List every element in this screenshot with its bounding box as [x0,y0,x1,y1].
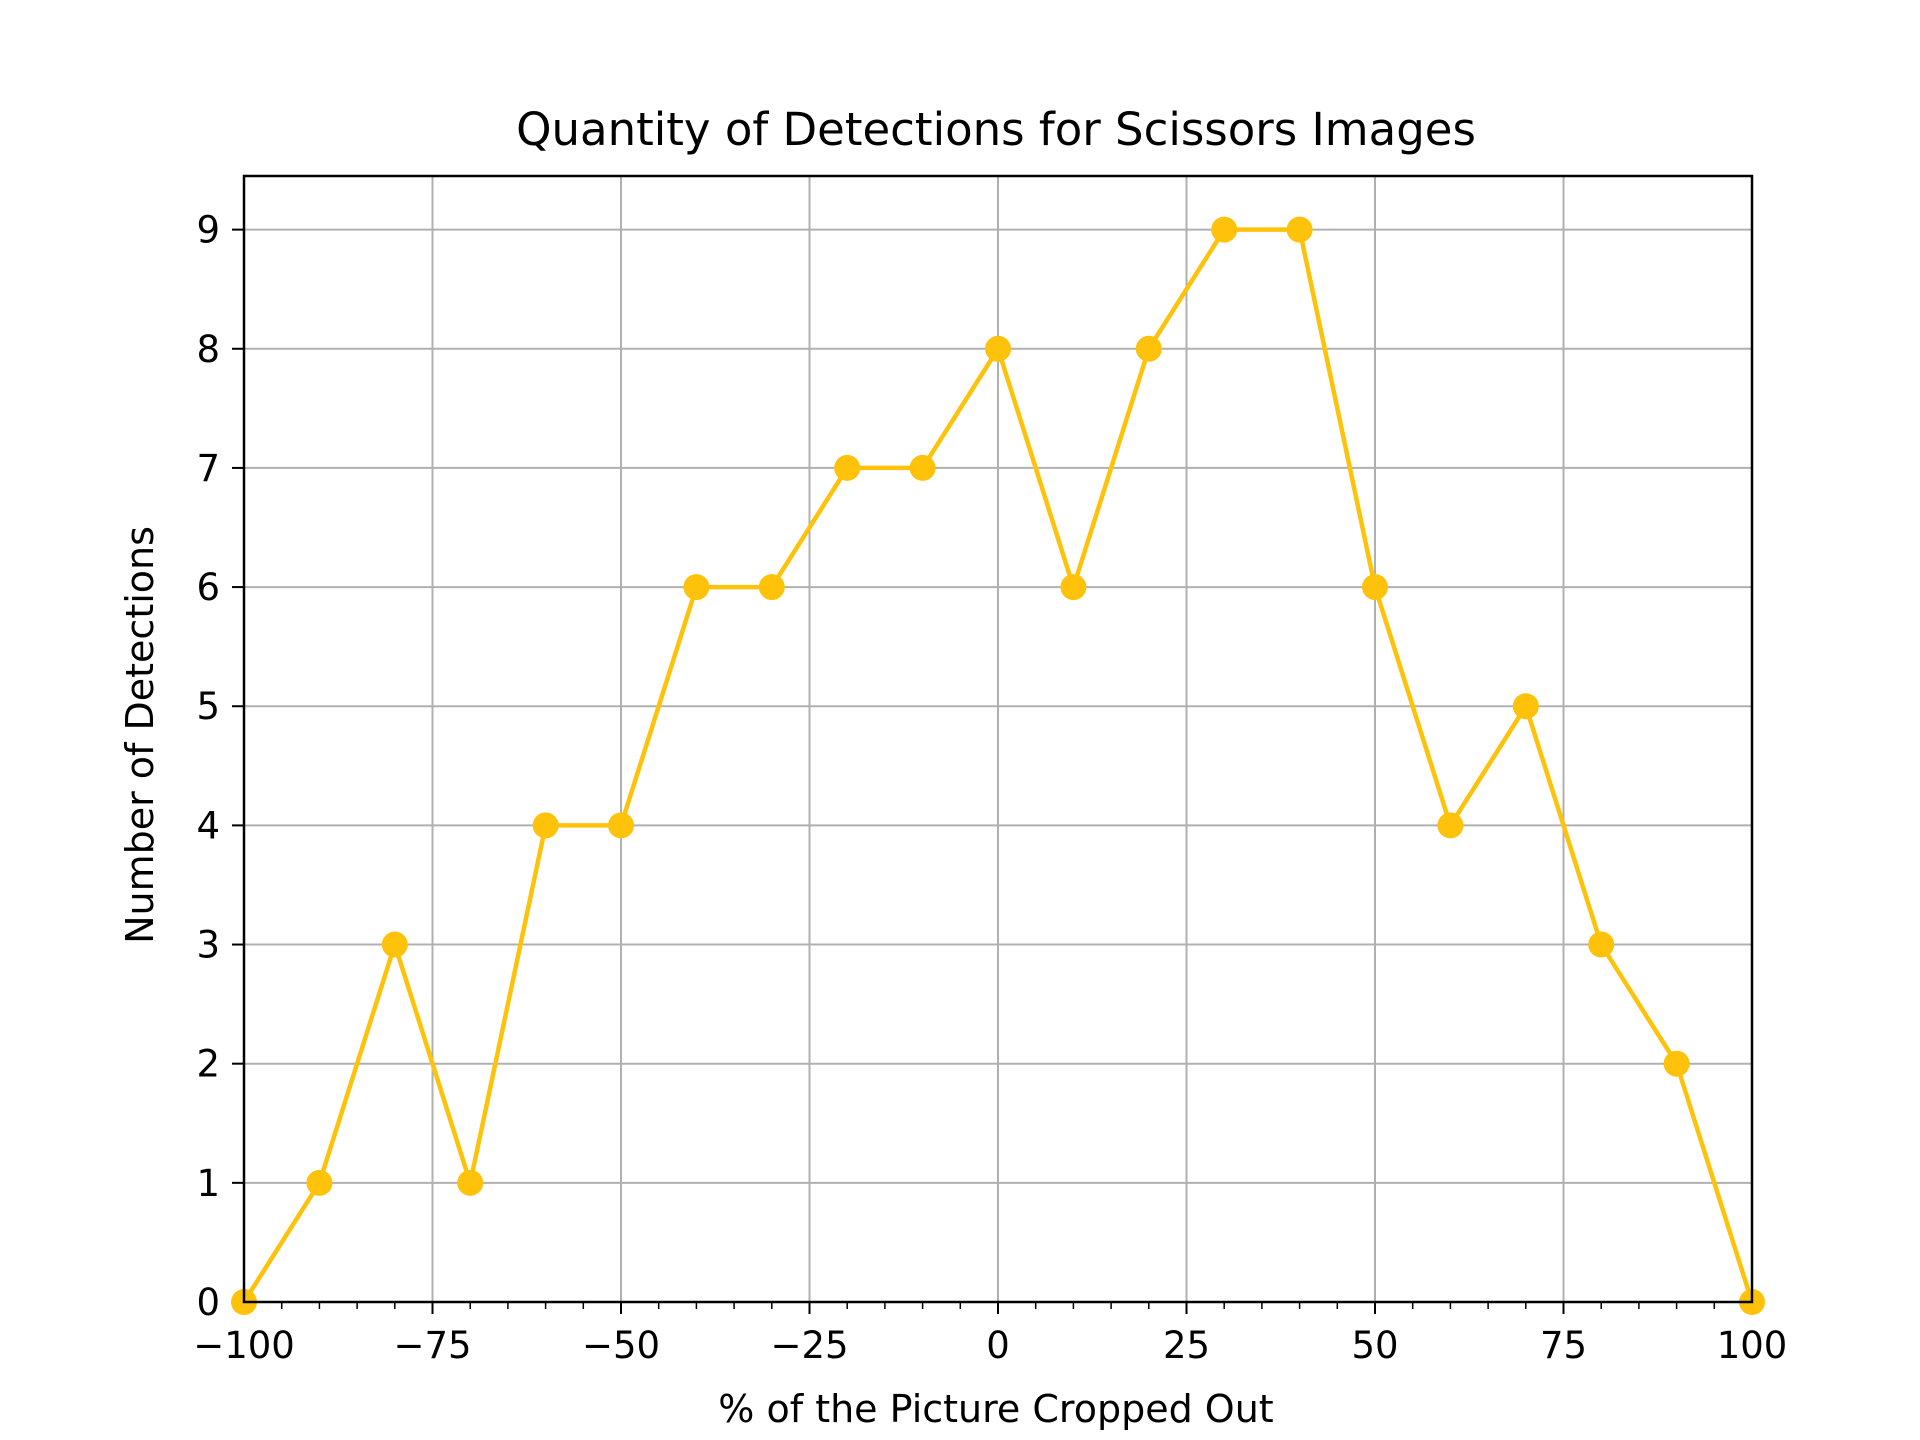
plot-frame [242,174,1754,1304]
data-point [457,1169,484,1196]
data-point [532,812,559,839]
y-tick-label: 1 [196,1162,220,1205]
data-point [909,454,936,481]
data-point [1286,216,1313,243]
y-tick-label: 8 [196,328,220,371]
series-markers [231,216,1765,1315]
data-point [1060,574,1087,601]
y-tick-label: 3 [196,924,220,967]
data-point [1437,812,1464,839]
data-point [834,454,861,481]
x-minor-ticks [280,1302,1716,1309]
x-tick-label: 25 [1163,1324,1210,1367]
y-tick-label: 9 [196,209,220,252]
x-tick-label: −100 [193,1324,295,1367]
y-tick-label: 5 [196,685,220,728]
y-tick-label: 6 [196,566,220,609]
y-tick-label: 2 [196,1043,220,1086]
data-point [1588,931,1615,958]
data-point [683,574,710,601]
data-point [306,1169,333,1196]
x-tick-label: 75 [1540,1324,1587,1367]
data-point [1362,574,1388,601]
data-point [985,335,1011,362]
x-axis-label: % of the Picture Cropped Out [718,1387,1273,1431]
data-point [1512,693,1539,720]
tick-labels: −100 −75 −50 −25 0 25 50 75 100 0 1 2 3 4 5 6 7 8 9 [193,209,1787,1367]
chart-title: Quantity of Detections for Scissors Imag… [516,103,1476,156]
data-point [608,812,634,839]
data-point [1663,1050,1690,1077]
x-tick-label: 0 [986,1324,1010,1367]
y-tick-label: 7 [196,447,220,490]
x-tick-label: −50 [582,1324,660,1367]
data-point [381,931,408,958]
data-point [758,574,785,601]
data-point [1135,335,1162,362]
x-tick-label: 50 [1351,1324,1398,1367]
y-tick-label: 4 [196,804,220,847]
y-axis-label: Number of Detections [118,526,162,944]
x-tick-label: 100 [1717,1324,1788,1367]
x-tick-label: −75 [393,1324,471,1367]
x-tick-label: −25 [770,1324,848,1367]
data-point [1211,216,1238,243]
y-tick-label: 0 [196,1281,220,1324]
